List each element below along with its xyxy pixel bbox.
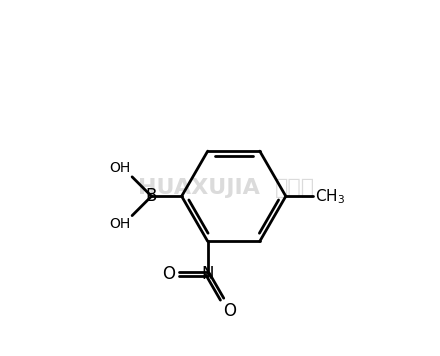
- Text: OH: OH: [110, 162, 131, 176]
- Text: 化学加: 化学加: [275, 178, 315, 198]
- Text: CH$_3$: CH$_3$: [315, 187, 345, 205]
- Text: B: B: [146, 187, 157, 205]
- Text: O: O: [163, 265, 176, 283]
- Text: N: N: [202, 265, 214, 283]
- Text: HUAXUJIA: HUAXUJIA: [138, 178, 260, 198]
- Text: O: O: [224, 302, 236, 320]
- Text: OH: OH: [110, 217, 131, 231]
